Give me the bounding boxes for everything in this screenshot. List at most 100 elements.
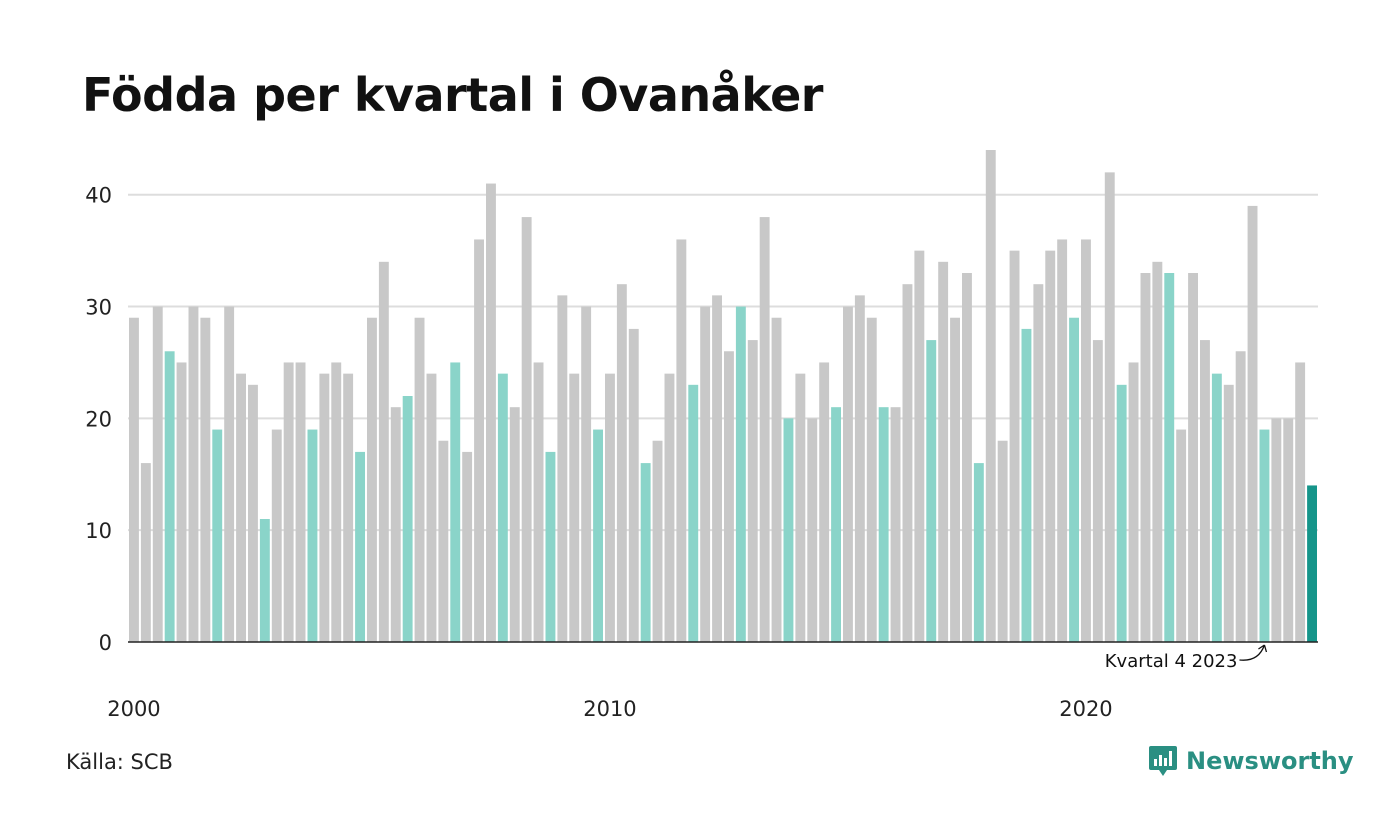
- bar: 2005 K1: 29: [367, 317, 377, 642]
- bar: 2024 K1: 20: [1271, 418, 1282, 642]
- bar: 2000 K4: 26: [164, 351, 175, 642]
- bar: 2008 K1: 21: [509, 407, 520, 642]
- bar: 2016 K3: 35: [914, 250, 925, 642]
- bar: 2003 K3: 25: [295, 362, 306, 642]
- bar: 2023 K1: 23: [1223, 384, 1234, 642]
- bar: 2017 K1: 34: [938, 261, 949, 642]
- bar: 2006 K3: 18: [438, 440, 449, 642]
- bar: 2013 K2: 38: [759, 217, 770, 642]
- bar: 2015 K4: 21: [878, 407, 889, 642]
- bar: 2007 K2: 36: [474, 239, 484, 642]
- bar: 2001 K3: 29: [200, 317, 211, 642]
- bar: 2021 K4: 33: [1164, 273, 1175, 642]
- bar: 2007 K4: 24: [497, 373, 508, 642]
- bar: 2004 K4: 17: [355, 451, 365, 642]
- y-tick-label: 20: [85, 407, 112, 431]
- bar: 2020 K2: 27: [1092, 340, 1103, 642]
- bar: 2011 K3: 36: [676, 239, 687, 642]
- bar: 2011 K4: 23: [688, 384, 699, 642]
- bar: 2015 K2: 31: [854, 295, 865, 642]
- y-tick-label: 30: [85, 296, 112, 320]
- bar: 2016 K1: 21: [890, 407, 901, 642]
- bar: 2023 K2: 26: [1235, 351, 1246, 642]
- bar: 2021 K3: 34: [1152, 261, 1163, 642]
- bar: 2008 K2: 38: [521, 217, 532, 642]
- bar: 2007 K3: 41: [486, 183, 496, 643]
- bar: 2018 K3: 35: [1009, 250, 1020, 642]
- bar: 2002 K4: 11: [259, 519, 270, 642]
- bar: 2008 K4: 17: [545, 451, 556, 642]
- bar: 2016 K4: 27: [926, 340, 937, 642]
- bar: 2010 K1: 24: [605, 373, 615, 642]
- x-axis-ticks: 2000 2010 2020: [107, 697, 1112, 721]
- bar: 2020 K1: 36: [1081, 239, 1091, 642]
- bar: 2013 K3: 29: [771, 317, 782, 642]
- bar: 2007 K1: 17: [462, 451, 473, 642]
- bar: 2003 K4: 19: [307, 429, 318, 642]
- bar: 2019 K2: 35: [1045, 250, 1056, 642]
- bar: 2014 K1: 24: [795, 373, 806, 642]
- bar: 2019 K4: 29: [1069, 317, 1079, 642]
- bar: 2000 K2: 16: [140, 463, 151, 642]
- newsworthy-logo-icon: [1149, 746, 1177, 776]
- bar: 2023 K4: 19: [1259, 429, 1270, 642]
- bar: 2013 K1: 27: [747, 340, 758, 642]
- bar: 2014 K3: 25: [819, 362, 830, 642]
- bar: 2004 K1: 24: [319, 373, 330, 642]
- bar: 2005 K3: 21: [390, 407, 401, 642]
- bar: 2000 K1: 29: [129, 317, 139, 642]
- bar: 2011 K1: 18: [652, 440, 663, 642]
- bar: 2020 K4: 23: [1116, 384, 1127, 642]
- bar: 2002 K2: 24: [236, 373, 246, 642]
- bar: 2009 K1: 31: [557, 295, 568, 642]
- bar: 2006 K2: 24: [426, 373, 437, 642]
- x-tick-label: 2010: [583, 697, 636, 721]
- bar: 2024 K3: 25: [1295, 362, 1306, 642]
- bar: 2024 K2: 20: [1283, 418, 1294, 642]
- bar: 2017 K2: 29: [950, 317, 960, 642]
- annotation: Kvartal 4 2023: [1105, 644, 1268, 672]
- bar: 2004 K3: 24: [343, 373, 354, 642]
- bar: 2018 K4: 28: [1021, 328, 1032, 642]
- y-tick-label: 40: [85, 184, 112, 208]
- bar: 2018 K1: 44: [985, 150, 996, 642]
- bar: 2021 K1: 25: [1128, 362, 1139, 642]
- bar: 2012 K2: 31: [712, 295, 722, 642]
- bar: 2004 K2: 25: [331, 362, 342, 642]
- bar: 2010 K2: 32: [616, 284, 627, 642]
- bar: 2012 K4: 30: [735, 306, 746, 642]
- bar: 2021 K2: 33: [1140, 273, 1151, 642]
- bar: 2016 K2: 32: [902, 284, 913, 642]
- bar: 2020 K3: 42: [1104, 172, 1115, 643]
- bar: 2009 K2: 24: [569, 373, 580, 642]
- bar: 2003 K1: 19: [271, 429, 282, 642]
- bar: 2019 K3: 36: [1057, 239, 1068, 642]
- bar: 2002 K1: 30: [224, 306, 235, 642]
- bar: 2022 K4: 24: [1211, 373, 1222, 642]
- annotation-label: Kvartal 4 2023: [1105, 651, 1238, 672]
- bar: 2019 K1: 32: [1033, 284, 1044, 642]
- bar: 2010 K3: 28: [628, 328, 639, 642]
- bar: 2005 K2: 34: [378, 261, 389, 642]
- bar: 2009 K3: 30: [581, 306, 592, 642]
- bar: 2023 K3: 39: [1247, 205, 1258, 642]
- bar: 2001 K2: 30: [188, 306, 199, 642]
- bar: 2006 K4: 25: [450, 362, 461, 642]
- bar: 2002 K3: 23: [248, 384, 258, 642]
- y-axis-ticks: 0 10 20 30 40: [85, 184, 112, 655]
- page-title: Födda per kvartal i Ovanåker: [82, 68, 823, 122]
- bar: 2005 K4: 22: [402, 396, 413, 642]
- bar: 2001 K1: 25: [176, 362, 187, 642]
- gridlines: [128, 193, 1318, 532]
- brand-name: Newsworthy: [1186, 747, 1354, 775]
- bar: 2014 K4: 21: [831, 407, 841, 642]
- bar: 2024 K4: 14: [1307, 485, 1317, 642]
- bars: 2000 K1: 292000 K2: 162000 K3: 302000 K4…: [129, 150, 1317, 643]
- bar: 2001 K4: 19: [212, 429, 223, 642]
- bar: 2015 K1: 30: [843, 306, 853, 642]
- bar: 2000 K3: 30: [152, 306, 163, 642]
- bar: 2014 K2: 20: [807, 418, 818, 642]
- x-tick-label: 2020: [1059, 697, 1112, 721]
- y-tick-label: 10: [85, 519, 112, 543]
